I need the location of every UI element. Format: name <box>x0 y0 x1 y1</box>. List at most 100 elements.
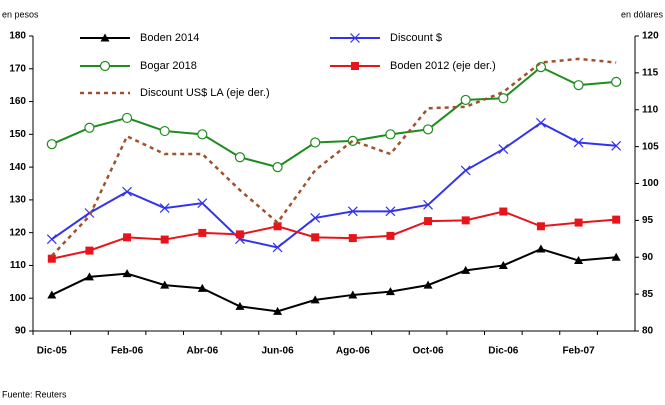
y-tick-label: 150 <box>9 129 26 140</box>
marker <box>574 218 583 227</box>
x-tick-label: Feb-07 <box>562 346 595 357</box>
marker <box>311 233 320 242</box>
legend-label: Discount $ <box>390 32 442 44</box>
marker <box>46 234 57 245</box>
y-tick-label: 140 <box>9 162 26 173</box>
marker <box>611 252 621 261</box>
marker <box>385 287 395 296</box>
marker <box>461 216 470 225</box>
marker <box>197 129 208 140</box>
y2-tick-label: 105 <box>642 141 659 152</box>
y2-tick-label: 80 <box>642 326 654 337</box>
y-tick-label: 180 <box>9 31 26 42</box>
y2-tick-label: 85 <box>642 289 654 300</box>
marker <box>46 139 57 150</box>
marker <box>197 283 207 292</box>
marker <box>422 124 434 135</box>
marker <box>536 117 546 128</box>
marker <box>47 254 56 263</box>
marker <box>273 222 282 231</box>
marker <box>350 33 360 43</box>
marker <box>235 301 245 310</box>
marker <box>611 76 622 87</box>
marker <box>347 135 358 146</box>
y-tick-label: 130 <box>9 195 26 206</box>
marker <box>348 290 358 299</box>
marker <box>424 217 433 226</box>
y-axis-label: en pesos <box>2 9 39 19</box>
marker <box>348 234 357 243</box>
marker <box>385 129 396 140</box>
marker <box>386 231 395 240</box>
marker <box>612 215 621 224</box>
legend-label: Bogar 2018 <box>140 60 197 72</box>
y2-tick-label: 120 <box>642 31 659 42</box>
marker <box>160 280 170 289</box>
y2-tick-label: 110 <box>642 104 659 115</box>
marker <box>99 60 111 72</box>
y-tick-label: 120 <box>9 227 26 238</box>
marker <box>423 199 433 210</box>
marker <box>461 265 471 274</box>
marker <box>611 140 622 151</box>
x-tick-label: Dic-05 <box>37 346 67 357</box>
marker <box>310 137 321 148</box>
series-line <box>50 57 617 257</box>
marker <box>310 295 320 304</box>
y-tick-label: 100 <box>9 293 26 304</box>
x-tick-label: Oct-06 <box>413 346 445 357</box>
x-tick-label: Feb-06 <box>111 346 144 357</box>
marker <box>159 203 170 214</box>
marker <box>347 206 358 217</box>
marker <box>460 165 471 176</box>
marker <box>573 80 584 91</box>
x-tick-label: Abr-06 <box>186 346 218 357</box>
legend-label: Boden 2014 <box>140 32 199 44</box>
series-line <box>51 247 617 313</box>
marker <box>235 230 244 239</box>
marker <box>85 246 94 255</box>
series-line <box>51 210 617 260</box>
y-tick-label: 90 <box>15 326 27 337</box>
y2-tick-label: 115 <box>642 68 659 79</box>
marker <box>234 152 246 163</box>
series-line <box>51 65 617 169</box>
y2-tick-label: 95 <box>642 215 654 226</box>
marker <box>123 233 132 242</box>
marker <box>84 272 94 281</box>
marker <box>273 306 283 315</box>
marker <box>84 208 95 218</box>
marker <box>573 137 584 148</box>
marker <box>385 206 396 217</box>
marker <box>121 112 133 124</box>
legend-label: Boden 2012 (eje der.) <box>390 60 496 72</box>
x-tick-label: Jun-06 <box>261 346 294 357</box>
y2-tick-label: 90 <box>642 252 654 263</box>
marker <box>272 162 283 173</box>
y2-tick-label: 100 <box>642 178 659 189</box>
source: Fuente: Reuters <box>2 389 67 399</box>
x-tick-label: Dic-06 <box>488 346 518 357</box>
marker <box>574 256 584 265</box>
marker <box>351 62 359 70</box>
marker <box>498 260 508 269</box>
y-tick-label: 160 <box>9 96 26 107</box>
marker <box>198 228 207 237</box>
marker <box>498 93 509 104</box>
marker <box>272 242 283 253</box>
marker <box>536 222 545 231</box>
marker <box>122 186 132 197</box>
marker <box>122 269 132 278</box>
marker <box>498 144 509 155</box>
marker <box>84 122 95 133</box>
series-line <box>51 121 617 249</box>
marker <box>100 33 110 42</box>
x-tick-label: Ago-06 <box>336 346 370 357</box>
marker <box>197 198 208 209</box>
marker <box>160 235 169 244</box>
y-tick-label: 110 <box>10 260 27 271</box>
marker <box>536 244 546 253</box>
marker <box>310 212 321 223</box>
marker <box>499 207 508 216</box>
